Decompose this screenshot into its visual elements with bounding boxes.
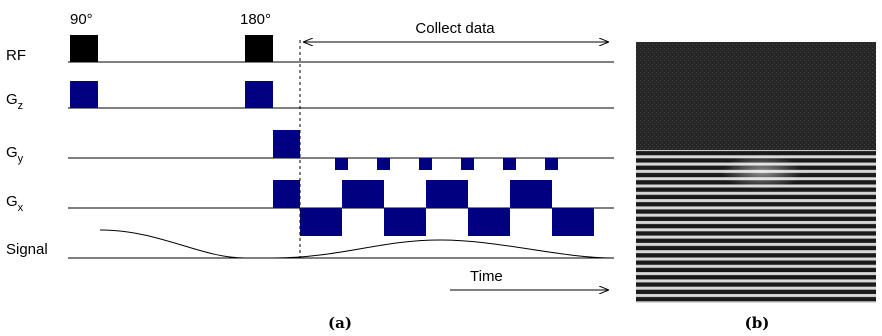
figure: 90° 180° RF Gz Gy Gx Signal: [0, 0, 882, 336]
row-label-text: G: [6, 91, 18, 108]
caption: (b): [745, 314, 770, 332]
gz-pulse: [70, 81, 98, 108]
row-label-text: G: [6, 193, 18, 210]
row-label: Gz: [6, 91, 23, 112]
gx-pulse: [300, 208, 342, 236]
image-glow: [722, 154, 802, 190]
gx-pulse: [552, 208, 594, 236]
row-label: Gx: [6, 193, 24, 214]
signal-curve: [273, 240, 614, 258]
row-label-text: RF: [6, 47, 26, 64]
row-label-sub: x: [18, 202, 24, 214]
row-label-text: Signal: [6, 241, 48, 258]
gy-blip: [545, 158, 558, 170]
row-label: RF: [6, 47, 26, 64]
gy-blip: [419, 158, 432, 170]
gy-blip: [503, 158, 516, 170]
gy-blip: [335, 158, 348, 170]
gx-pulses: [273, 180, 594, 236]
gx-pulse: [510, 180, 552, 208]
gx-pulse: [384, 208, 426, 236]
collect-label: Collect data: [415, 20, 495, 37]
pulse-label: 90°: [70, 11, 93, 28]
gx-pulse: [426, 180, 468, 208]
rf-pulse: [70, 35, 98, 62]
gx-pulse: [342, 180, 384, 208]
kspace-image: [636, 42, 876, 303]
signal-curve: [100, 230, 245, 258]
row-label: Signal: [6, 241, 48, 258]
gx-pulse: [273, 180, 300, 208]
gy-blip: [377, 158, 390, 170]
row-label-sub: z: [18, 100, 24, 112]
row-label-text: G: [6, 144, 18, 161]
row-label-sub: y: [18, 153, 24, 165]
pulse-label: 180°: [240, 11, 271, 28]
row-label: Gy: [6, 144, 24, 165]
gz-pulse: [245, 81, 273, 108]
rf-pulse: [245, 35, 273, 62]
caption: (a): [328, 314, 352, 332]
image-top: [636, 42, 876, 150]
gy-pulse: [273, 130, 300, 158]
gy-blip: [461, 158, 474, 170]
time-label: Time: [470, 268, 503, 285]
gy-pulses: [273, 130, 558, 170]
gx-pulse: [468, 208, 510, 236]
